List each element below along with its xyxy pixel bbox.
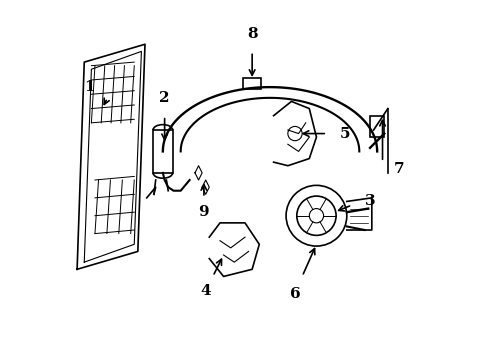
Bar xyxy=(243,78,261,89)
Text: 4: 4 xyxy=(200,284,211,298)
Text: 2: 2 xyxy=(159,91,170,105)
Text: 9: 9 xyxy=(198,205,209,219)
Bar xyxy=(370,116,384,137)
Text: 8: 8 xyxy=(247,27,257,41)
Text: 6: 6 xyxy=(290,287,300,301)
Bar xyxy=(153,130,172,173)
Text: 7: 7 xyxy=(393,162,404,176)
Text: 3: 3 xyxy=(365,194,375,208)
Text: 5: 5 xyxy=(340,127,350,140)
Text: 1: 1 xyxy=(84,80,95,94)
